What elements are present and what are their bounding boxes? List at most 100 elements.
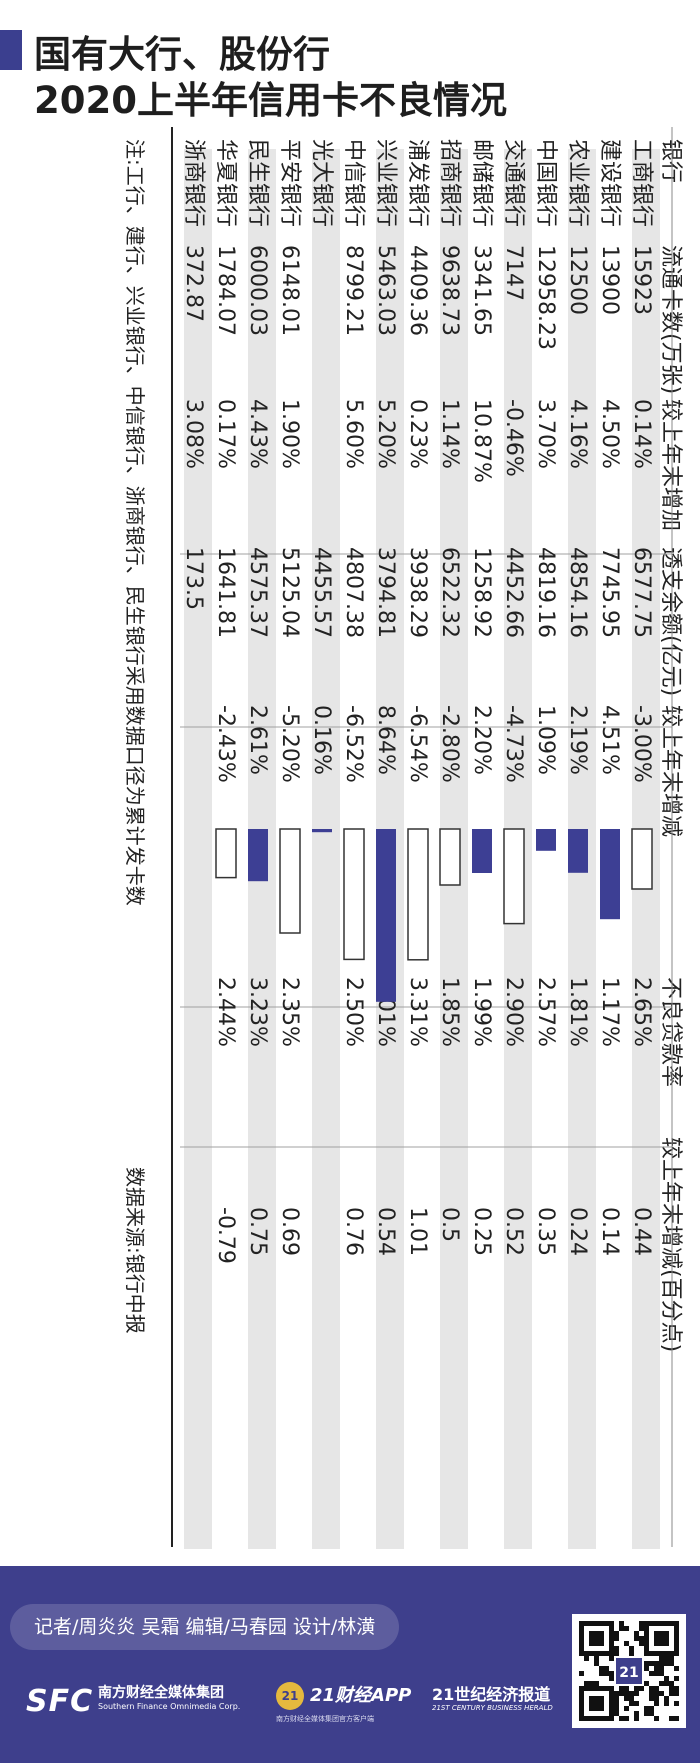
qr-module xyxy=(589,1681,594,1686)
bank-name: 平安银行 xyxy=(277,139,302,227)
qr-module xyxy=(639,1626,644,1631)
overdraft-value: 4819.16 xyxy=(533,547,558,638)
qr-module xyxy=(614,1706,619,1711)
column-header: 较上年末增减 xyxy=(658,705,683,837)
qr-module xyxy=(654,1671,659,1676)
cards-change-value: 4.50% xyxy=(597,399,622,469)
qr-module xyxy=(649,1686,654,1691)
app-name: 21财经APP xyxy=(310,1685,412,1706)
overdraft-change-bar-positive xyxy=(312,829,332,833)
qr-module xyxy=(674,1676,679,1681)
qr-module xyxy=(639,1636,644,1641)
overdraft-change-label: 1.09% xyxy=(533,705,558,775)
overdraft-value: 1641.81 xyxy=(213,547,238,638)
qr-module xyxy=(624,1691,629,1696)
header: 国有大行、股份行 2020上半年信用卡不良情况 xyxy=(0,0,700,122)
npl-value: 3.23% xyxy=(245,977,270,1047)
bank-name: 兴业银行 xyxy=(373,139,398,227)
overdraft-value: 6577.75 xyxy=(629,547,654,638)
npl-value: 2.65% xyxy=(629,977,654,1047)
qr-module xyxy=(634,1701,639,1706)
overdraft-change-bar-positive xyxy=(472,829,492,873)
cards-value: 4409.36 xyxy=(405,245,430,336)
overdraft-change-bar-positive xyxy=(248,829,268,882)
qr-module xyxy=(629,1646,634,1651)
qr-module xyxy=(674,1666,679,1671)
qr-module xyxy=(594,1661,599,1666)
cards-value: 7147 xyxy=(501,245,526,301)
qr-module xyxy=(669,1716,674,1721)
cards-value: 8799.21 xyxy=(341,245,366,336)
overdraft-value: 5125.04 xyxy=(277,547,302,638)
cards-value: 12500 xyxy=(565,245,590,315)
qr-module xyxy=(674,1686,679,1691)
qr-module xyxy=(659,1671,664,1676)
qr-module xyxy=(649,1696,654,1701)
qr-module xyxy=(624,1686,629,1691)
qr-module xyxy=(614,1636,619,1641)
rotated-table-area: 银行 流通卡数(万张) 较上年末增加 透支余额(亿元) 较上年末增减 不良贷款率 较上年末增… xyxy=(0,127,700,1559)
herald-english-name: 21ST CENTURY BUSINESS HERALD xyxy=(432,1704,553,1712)
qr-module xyxy=(674,1691,679,1696)
data-source: 数据来源:银行中报 xyxy=(123,1167,147,1334)
qr-module xyxy=(654,1686,659,1691)
qr-module xyxy=(644,1661,649,1666)
qr-module xyxy=(664,1656,669,1661)
qr-module xyxy=(634,1686,639,1691)
overdraft-change-label: -2.43% xyxy=(213,705,238,783)
qr-module xyxy=(594,1681,599,1686)
cards-value: 15923 xyxy=(629,245,654,315)
qr-module xyxy=(614,1711,619,1716)
cards-value: 5463.03 xyxy=(373,245,398,336)
overdraft-change-bar-negative xyxy=(279,828,301,934)
bank-name: 邮储银行 xyxy=(469,139,494,227)
cards-value: 12958.23 xyxy=(533,245,558,350)
qr-module xyxy=(644,1706,649,1711)
qr-module xyxy=(654,1666,659,1671)
qr-module xyxy=(629,1651,634,1656)
qr-module xyxy=(654,1691,659,1696)
qr-module xyxy=(649,1691,654,1696)
qr-module xyxy=(644,1666,649,1671)
qr-finder-inner xyxy=(589,1696,604,1711)
qr-module xyxy=(619,1686,624,1691)
qr-code-icon[interactable]: 21 xyxy=(572,1614,686,1728)
cards-change-value: 5.60% xyxy=(341,399,366,469)
qr-module xyxy=(644,1711,649,1716)
qr-module xyxy=(669,1656,674,1661)
npl-value: 2.90% xyxy=(501,977,526,1047)
column-header: 流通卡数(万张) xyxy=(658,245,683,394)
title-accent-bar xyxy=(0,30,22,70)
qr-module xyxy=(604,1671,609,1676)
qr-module xyxy=(644,1681,649,1686)
qr-module xyxy=(624,1696,629,1701)
qr-module xyxy=(634,1716,639,1721)
qr-module xyxy=(669,1661,674,1666)
npl-change-value: 0.69 xyxy=(277,1207,302,1256)
app-logo-badge: 21 xyxy=(276,1682,304,1710)
cards-change-value: 5.20% xyxy=(373,399,398,469)
cards-value: 6148.01 xyxy=(277,245,302,336)
qr-module xyxy=(649,1671,654,1676)
cards-change-value: -0.46% xyxy=(501,399,526,477)
qr-module xyxy=(659,1656,664,1661)
qr-module xyxy=(619,1691,624,1696)
overdraft-change-bar-negative xyxy=(343,828,365,961)
bank-name: 浙商银行 xyxy=(181,139,206,227)
qr-module xyxy=(669,1686,674,1691)
overdraft-change-label: -2.80% xyxy=(437,705,462,783)
qr-module xyxy=(594,1656,599,1661)
qr-module xyxy=(614,1701,619,1706)
qr-module xyxy=(624,1706,629,1711)
overdraft-change-label: 2.20% xyxy=(469,705,494,775)
row-stripe xyxy=(184,149,212,1549)
bank-name: 中国银行 xyxy=(533,139,558,227)
credits-pill: 记者/周炎炎 吴霜 编辑/马春园 设计/林潢 xyxy=(10,1604,400,1650)
row-stripe xyxy=(312,149,340,1549)
app-subtitle: 南方财经全媒体集团官方客户端 xyxy=(276,1715,374,1723)
npl-change-value: 0.75 xyxy=(245,1207,270,1256)
overdraft-value: 4452.66 xyxy=(501,547,526,638)
qr-module xyxy=(639,1621,644,1626)
qr-module xyxy=(664,1696,669,1701)
